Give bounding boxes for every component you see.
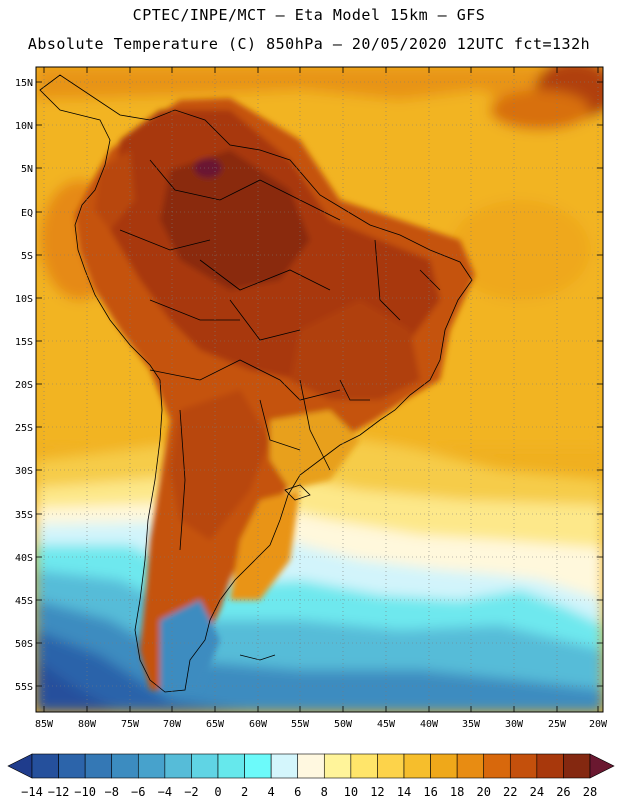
colorbar-swatch — [509, 753, 538, 779]
colorbar-tick-label: 14 — [397, 785, 411, 799]
colorbar-tick-label: 0 — [214, 785, 221, 799]
lon-label: 30W — [505, 719, 524, 730]
colorbar-tick-label: −14 — [21, 785, 43, 799]
lon-label: 65W — [206, 719, 225, 730]
plot-frame — [35, 66, 604, 713]
colorbar-tick-label: 16 — [423, 785, 437, 799]
lat-label: 20S — [15, 380, 33, 391]
colorbar-tick-label: −8 — [104, 785, 118, 799]
colorbar-tick-label: 20 — [476, 785, 490, 799]
lon-label: 70W — [163, 719, 182, 730]
lat-label: 10N — [15, 121, 33, 132]
lon-label: 60W — [249, 719, 268, 730]
colorbar-tick-label: 4 — [268, 785, 275, 799]
colorbar-swatch — [563, 753, 591, 779]
colorbar-swatch — [403, 753, 431, 779]
colorbar-swatch — [191, 753, 219, 779]
colorbar-arrow-high — [589, 753, 615, 779]
colorbar-tick-label: 28 — [583, 785, 597, 799]
colorbar-tick-label: 26 — [556, 785, 570, 799]
lat-label: 10S — [15, 294, 33, 305]
colorbar-swatch — [350, 753, 378, 779]
colorbar-tick-label: 22 — [503, 785, 517, 799]
chart-subtitle: Absolute Temperature (C) 850hPa – 20/05/… — [27, 35, 591, 53]
chart-title: CPTEC/INPE/MCT – Eta Model 15km – GFS — [132, 6, 486, 24]
colorbar-tick-label: 8 — [321, 785, 328, 799]
colorbar-tick-label: −10 — [74, 785, 96, 799]
lon-label: 50W — [334, 719, 353, 730]
colorbar-swatch — [270, 753, 299, 779]
colorbar-tick-label: 6 — [294, 785, 301, 799]
lon-label: 45W — [377, 719, 396, 730]
lat-label: 30S — [15, 466, 33, 477]
colorbar-swatch — [244, 753, 272, 779]
lon-label: 55W — [291, 719, 310, 730]
colorbar-swatch — [456, 753, 485, 779]
colorbar — [7, 753, 615, 779]
lat-label: EQ — [21, 208, 33, 219]
colorbar-swatch — [217, 753, 245, 779]
colorbar-tick-label: −6 — [131, 785, 145, 799]
lon-label: 80W — [78, 719, 97, 730]
colorbar-tick-label: 10 — [344, 785, 358, 799]
lat-label: 40S — [15, 553, 33, 564]
lon-label: 85W — [35, 719, 54, 730]
colorbar-swatch — [430, 753, 458, 779]
lon-label: 75W — [121, 719, 140, 730]
lon-label: 25W — [548, 719, 567, 730]
coastlines — [39, 74, 473, 693]
grid-lines — [36, 67, 603, 712]
colorbar-swatch — [84, 753, 113, 779]
lat-label: 5N — [21, 164, 33, 175]
lat-label: 15S — [15, 337, 33, 348]
lat-label: 25S — [15, 423, 33, 434]
colorbar-swatch — [137, 753, 166, 779]
lon-label: 20W — [589, 719, 608, 730]
lat-label: 35S — [15, 510, 33, 521]
colorbar-swatch — [536, 753, 564, 779]
colorbar-swatch — [377, 753, 405, 779]
lat-label: 5S — [21, 251, 33, 262]
colorbar-swatch — [31, 753, 59, 779]
latitude-labels: 15N 10N 5N EQ 5S 10S 15S 20S 25S 30S 35S… — [15, 78, 33, 693]
lat-label: 45S — [15, 596, 33, 607]
lat-label: 55S — [15, 682, 33, 693]
colorbar-tick-label: −12 — [48, 785, 70, 799]
lon-label: 35W — [462, 719, 481, 730]
colorbar-tick-label: 2 — [241, 785, 248, 799]
colorbar-swatch — [483, 753, 511, 779]
colorbar-tick-label: −2 — [184, 785, 198, 799]
colorbar-arrow-low — [7, 753, 33, 779]
colorbar-tick-label: 18 — [450, 785, 464, 799]
axis-ticks — [36, 67, 603, 712]
colorbar-tick-label: 12 — [370, 785, 384, 799]
lat-label: 50S — [15, 639, 33, 650]
lon-label: 40W — [420, 719, 439, 730]
colorbar-tick-label: −4 — [158, 785, 172, 799]
colorbar-labels: −14 −12 −10 −8 −6 −4 −2 0 2 4 6 8 10 12 14 16 18 20 22 24 26… — [21, 785, 597, 799]
colorbar-swatch — [297, 753, 325, 779]
colorbar-swatch — [164, 753, 192, 779]
colorbar-swatch — [111, 753, 139, 779]
colorbar-swatch — [58, 753, 86, 779]
temperature-field — [36, 67, 603, 712]
longitude-labels: 85W 80W 75W 70W 65W 60W 55W 50W 45W 40W … — [35, 719, 608, 730]
colorbar-swatch — [323, 753, 352, 779]
lat-label: 15N — [15, 78, 33, 89]
colorbar-tick-label: 24 — [530, 785, 544, 799]
